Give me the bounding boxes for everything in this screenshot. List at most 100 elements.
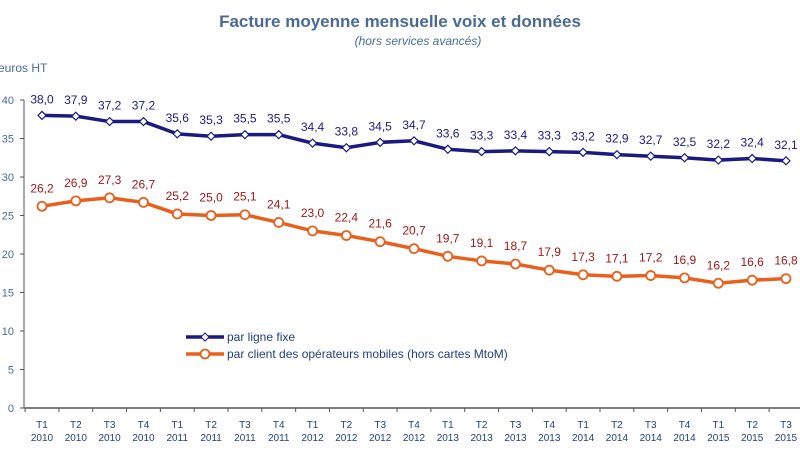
legend-marker (200, 332, 210, 342)
x-tick-label-quarter: T3 (645, 420, 657, 431)
data-point (374, 236, 386, 248)
y-tick-label: 15 (2, 288, 14, 300)
x-tick-label-year: 2010 (132, 433, 155, 444)
x-tick-label-year: 2012 (335, 433, 358, 444)
data-point (375, 137, 386, 148)
x-tick-label-year: 2011 (234, 433, 256, 444)
series-1: 38,0 37,9 37,2 37,2 35,6 35,3 35,5 35,5 34,4 33,8… (30, 92, 798, 166)
x-tick-label-year: 2012 (403, 433, 426, 444)
x-tick-label-quarter: T4 (273, 420, 285, 431)
data-point (679, 272, 690, 284)
data-point (712, 277, 724, 289)
x-tick-label-year: 2013 (437, 433, 460, 444)
data-point (104, 116, 115, 127)
data-label: 32,7 (639, 133, 663, 147)
data-label: 35,6 (166, 111, 190, 125)
data-point (611, 270, 623, 282)
x-tick-label-year: 2011 (167, 433, 189, 444)
x-tick-label-quarter: T4 (138, 420, 150, 431)
data-point (205, 210, 217, 221)
y-tick-label: 35 (2, 134, 14, 146)
data-label: 32,1 (774, 138, 798, 152)
x-tick-label-year: 2015 (707, 433, 730, 444)
chart-title: Facture moyenne mensuelle voix et donnée… (219, 12, 581, 31)
x-tick-label-year: 2014 (572, 433, 595, 444)
data-point (476, 255, 488, 267)
data-point (510, 258, 521, 270)
data-point (408, 243, 420, 255)
data-label: 16,8 (774, 254, 798, 268)
data-label: 37,2 (98, 99, 122, 113)
x-tick-label-quarter: T1 (171, 420, 183, 431)
x-tick-label-year: 2015 (741, 433, 764, 444)
data-label: 17,1 (605, 251, 629, 265)
data-point (713, 155, 724, 165)
data-label: 24,1 (267, 197, 291, 211)
data-label: 18,7 (504, 239, 528, 253)
legend-label: par client des opérateurs mobiles (hors … (227, 347, 508, 361)
data-point (37, 110, 47, 121)
data-point (171, 208, 183, 220)
x-tick-label-year: 2013 (538, 433, 561, 444)
data-label: 35,5 (233, 112, 257, 126)
x-tick-label-quarter: T3 (374, 420, 386, 431)
data-label: 33,8 (335, 125, 359, 139)
x-tick-label-quarter: T1 (713, 420, 725, 431)
data-point (510, 145, 521, 156)
data-label: 20,7 (402, 224, 426, 238)
x-tick-label-year: 2014 (640, 433, 663, 444)
x-tick-label-quarter: T2 (205, 420, 217, 431)
data-point (679, 152, 690, 163)
x-tick-label-year: 2011 (200, 433, 222, 444)
data-point (747, 153, 758, 164)
data-point (612, 149, 622, 160)
data-label: 38,0 (30, 92, 54, 106)
data-label: 33,6 (436, 126, 460, 140)
x-tick-label-year: 2013 (504, 433, 527, 444)
data-label: 17,3 (571, 250, 595, 264)
x-tick-label-quarter: T1 (577, 420, 589, 431)
data-label: 22,4 (335, 211, 359, 225)
data-point (476, 146, 487, 157)
data-label: 33,3 (538, 129, 562, 143)
data-label: 26,9 (64, 176, 88, 190)
x-tick-label-quarter: T1 (442, 420, 454, 431)
data-point (341, 142, 352, 153)
data-point (104, 192, 116, 204)
data-label: 19,7 (436, 231, 460, 245)
data-point (273, 129, 284, 140)
data-point (780, 273, 792, 285)
data-label: 32,4 (741, 136, 765, 150)
data-label: 37,2 (132, 99, 156, 113)
x-tick-label-quarter: T2 (611, 420, 623, 431)
data-point (544, 146, 555, 157)
x-tick-label-year: 2014 (673, 433, 696, 444)
data-label: 16,2 (707, 258, 731, 272)
legend-label: par ligne fixe (227, 330, 295, 344)
data-point (578, 147, 588, 158)
data-label: 33,3 (470, 129, 494, 143)
data-point (138, 116, 149, 127)
data-point (138, 197, 149, 208)
legend: par ligne fixe par client des opérateurs … (186, 330, 508, 361)
data-label: 23,0 (301, 206, 325, 220)
data-point (206, 131, 216, 142)
data-point (442, 144, 453, 155)
y-tick-label: 25 (2, 211, 14, 223)
data-label: 32,5 (673, 135, 697, 149)
data-label: 27,3 (98, 173, 122, 187)
x-tick-label-quarter: T3 (780, 420, 792, 431)
x-tick-label-year: 2012 (369, 433, 392, 444)
data-point (70, 195, 82, 207)
series-line (41, 196, 787, 286)
data-label: 17,2 (639, 251, 663, 265)
x-tick-label-quarter: T3 (510, 420, 522, 431)
x-tick-label-quarter: T4 (679, 420, 691, 431)
data-label: 34,7 (402, 118, 426, 132)
x-tick-label-year: 2015 (775, 433, 798, 444)
x-tick-label-quarter: T4 (408, 420, 420, 431)
x-tick-label-year: 2014 (606, 433, 629, 444)
data-label: 35,3 (199, 113, 223, 127)
data-point (645, 151, 656, 162)
data-point (70, 111, 81, 122)
